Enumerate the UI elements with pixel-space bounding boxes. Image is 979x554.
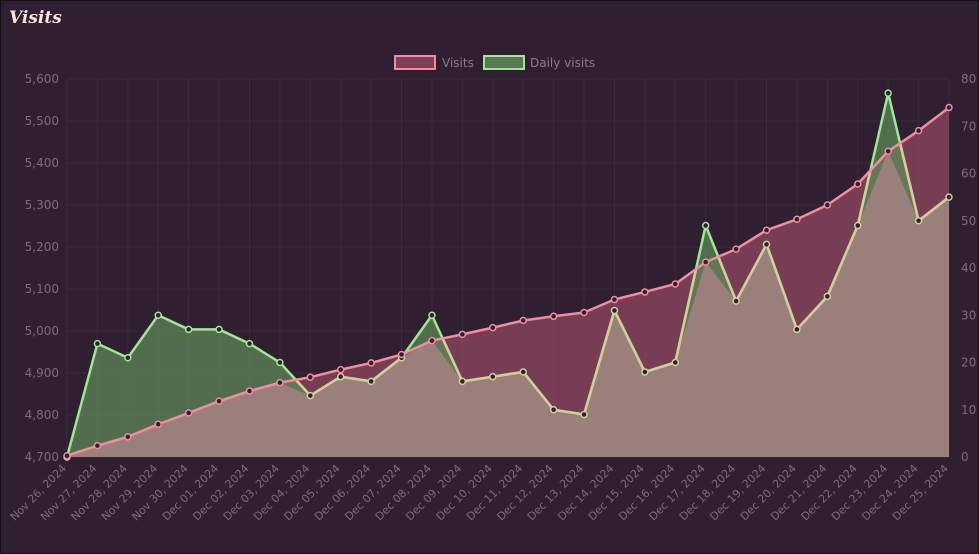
- daily-visits-point: [428, 311, 436, 319]
- legend-label-visits: Visits: [442, 56, 474, 70]
- right-axis-tick: 60: [961, 167, 976, 181]
- left-axis-tick: 4,800: [25, 408, 59, 422]
- visits-point: [397, 350, 406, 359]
- visits-point: [245, 387, 254, 395]
- visits-point: [701, 258, 710, 266]
- visits-point: [367, 359, 375, 367]
- daily-visits-point: [184, 325, 193, 334]
- visits-point: [732, 245, 740, 253]
- daily-visits-point: [732, 297, 740, 305]
- visits-point: [641, 288, 649, 296]
- visits-point: [580, 308, 588, 317]
- daily-visits-point: [701, 221, 710, 230]
- overlap-area: [67, 151, 949, 458]
- daily-visits-point: [671, 358, 680, 367]
- legend-label-daily-visits: Daily visits: [530, 56, 595, 70]
- visits-point: [184, 409, 193, 417]
- daily-visits-point: [610, 306, 619, 315]
- daily-visits-point: [458, 377, 467, 386]
- visits-point: [63, 451, 71, 460]
- daily-visits-point: [215, 325, 223, 334]
- daily-visits-point: [124, 354, 132, 362]
- daily-visits-point: [93, 339, 102, 348]
- visits-point: [671, 280, 680, 288]
- visits-point: [428, 336, 436, 345]
- left-axis-tick: 4,900: [25, 366, 59, 380]
- daily-visits-point: [245, 339, 254, 348]
- visits-point: [854, 180, 862, 188]
- visits-point: [793, 215, 801, 224]
- daily-visits-point: [793, 325, 801, 334]
- left-axis-tick: 5,200: [25, 240, 59, 254]
- visits-point: [93, 441, 102, 450]
- right-axis-tick: 30: [961, 308, 976, 322]
- daily-visits-point: [884, 89, 892, 97]
- chart-title: Visits: [9, 8, 62, 28]
- visits-point: [549, 312, 558, 321]
- daily-visits-point: [641, 368, 649, 376]
- visits-point: [215, 397, 223, 405]
- left-axis-tick: 5,400: [25, 156, 59, 170]
- daily-visits-point: [854, 221, 862, 230]
- visits-point: [914, 126, 923, 135]
- right-axis-tick: 80: [961, 72, 976, 86]
- visits-point: [610, 295, 619, 304]
- right-axis-tick: 40: [961, 261, 976, 275]
- visits-point: [762, 226, 771, 234]
- left-axis-tick: 5,000: [25, 324, 59, 338]
- left-axis-tick: 5,300: [25, 198, 59, 212]
- daily-visits-point: [914, 217, 923, 225]
- daily-visits-point: [823, 292, 832, 301]
- daily-visits-point: [306, 391, 315, 400]
- daily-visits-point: [154, 311, 162, 319]
- right-axis-tick: 70: [961, 119, 976, 133]
- visits-point: [154, 420, 162, 428]
- visits-point: [945, 103, 953, 112]
- visits-point: [884, 147, 892, 155]
- visits-point: [306, 373, 315, 381]
- right-axis-tick: 10: [961, 403, 976, 417]
- daily-visits-point: [367, 377, 375, 386]
- daily-visits-point: [336, 372, 345, 381]
- visits-line: [66, 106, 950, 457]
- legend-swatch-visits: [394, 55, 436, 70]
- daily-visits-point: [762, 240, 771, 249]
- visits-point: [519, 316, 527, 325]
- daily-visits-point: [945, 193, 953, 201]
- daily-visits-point: [580, 410, 588, 419]
- right-axis-tick: 0: [961, 450, 969, 464]
- daily-visits-point: [276, 358, 284, 367]
- visits-point: [336, 365, 345, 374]
- visits-point: [458, 330, 467, 339]
- daily-visits-point: [519, 368, 527, 376]
- visits-point: [124, 433, 132, 441]
- left-axis-tick: 5,100: [25, 282, 59, 296]
- visits-point: [276, 378, 284, 387]
- right-axis-tick: 50: [961, 214, 976, 228]
- visits-point: [489, 323, 497, 332]
- left-axis-tick: 5,600: [25, 72, 59, 86]
- daily-visits-point: [549, 406, 558, 414]
- left-axis-tick: 4,700: [25, 450, 59, 464]
- right-axis-tick: 20: [961, 356, 976, 370]
- legend-swatch-daily-visits: [483, 55, 525, 70]
- daily-visits-point: [489, 372, 497, 381]
- visits-point: [823, 201, 832, 209]
- left-axis-tick: 5,500: [25, 114, 59, 128]
